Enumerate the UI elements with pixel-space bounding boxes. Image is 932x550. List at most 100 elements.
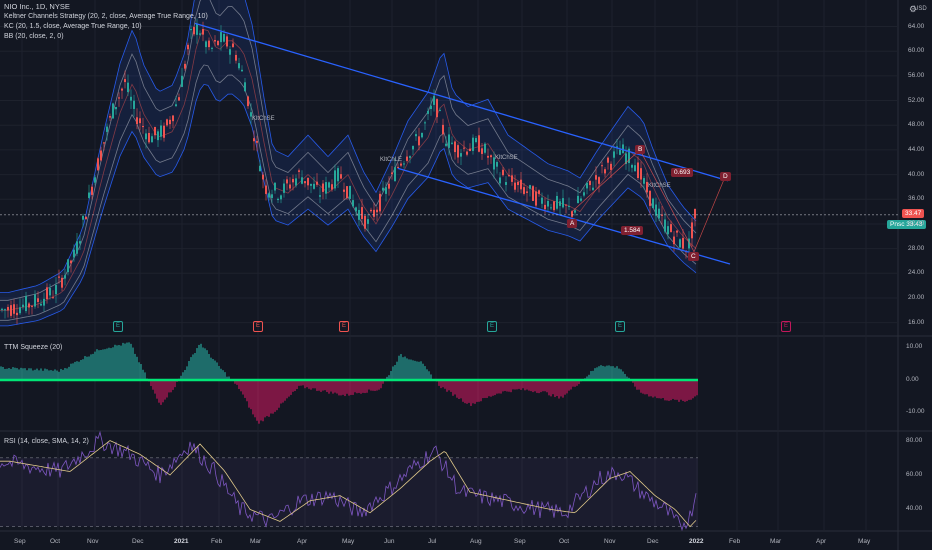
- candle-body: [40, 303, 42, 306]
- candle-body: [667, 226, 669, 235]
- candle-body: [535, 191, 537, 206]
- candle-body: [211, 47, 213, 49]
- price-tick-label: 48.00: [908, 121, 925, 129]
- bb-fill: [0, 0, 696, 326]
- candle-body: [76, 241, 78, 254]
- candle-body: [109, 116, 111, 118]
- candle-body: [181, 75, 183, 87]
- candle-body: [7, 307, 9, 311]
- time-tick-label: May: [342, 538, 355, 545]
- candle-body: [445, 143, 447, 146]
- candle-body: [532, 186, 534, 201]
- candle-body: [295, 178, 297, 186]
- candle-body: [670, 224, 672, 232]
- candle-body: [403, 163, 405, 165]
- price-tick-label: 60.00: [908, 47, 925, 55]
- candle-body: [22, 304, 24, 308]
- candle-body: [178, 97, 180, 101]
- candle-body: [115, 107, 117, 110]
- earnings-marker[interactable]: E: [487, 321, 497, 332]
- candle-body: [166, 119, 168, 126]
- time-tick-label: 2021: [174, 538, 189, 545]
- candle-body: [205, 41, 207, 48]
- candle-body: [343, 189, 345, 192]
- time-tick-label: Feb: [729, 538, 741, 545]
- candle-body: [409, 156, 411, 158]
- legend: NIO Inc., 1D, NYSE Keltner Channels Stra…: [4, 2, 208, 42]
- time-tick-label: Nov: [604, 538, 616, 545]
- candle-body: [691, 222, 693, 239]
- rsi-tick-label: 80.00: [906, 436, 923, 444]
- time-tick-label: Feb: [211, 538, 223, 545]
- candle-body: [397, 166, 399, 168]
- earnings-marker[interactable]: E: [253, 321, 263, 332]
- time-tick-label: Dec: [132, 538, 144, 545]
- earnings-marker[interactable]: E: [339, 321, 349, 332]
- price-tick-label: 36.00: [908, 195, 925, 203]
- candle-body: [568, 205, 570, 207]
- candle-body: [220, 32, 222, 43]
- candle-body: [349, 185, 351, 199]
- candle-body: [313, 183, 315, 189]
- candle-body: [142, 126, 144, 128]
- price-tick-label: 40.00: [908, 170, 925, 178]
- candle-body: [217, 40, 219, 46]
- time-tick-label: Jun: [384, 538, 395, 545]
- candle-body: [586, 182, 588, 189]
- candle-body: [322, 183, 324, 192]
- candle-body: [607, 157, 609, 163]
- candle-body: [679, 239, 681, 248]
- candle-body: [319, 195, 321, 197]
- candle-body: [4, 309, 6, 311]
- time-tick-label: Mar: [250, 538, 262, 545]
- candle-body: [415, 134, 417, 137]
- earnings-marker[interactable]: E: [781, 321, 791, 332]
- candle-body: [694, 208, 696, 219]
- rsi-line: [0, 430, 697, 532]
- candle-body: [229, 49, 231, 55]
- candle-body: [175, 104, 177, 107]
- candle-body: [1, 308, 3, 311]
- candle-body: [52, 297, 54, 299]
- candle-body: [574, 210, 576, 213]
- candle-body: [148, 132, 150, 143]
- candle-body: [79, 241, 81, 244]
- candle-body: [544, 204, 546, 210]
- candle-body: [94, 177, 96, 183]
- price-tick-label: 20.00: [908, 293, 925, 301]
- settings-gear-icon[interactable]: ⚙: [909, 4, 918, 14]
- candle-body: [301, 177, 303, 184]
- candle-body: [439, 110, 441, 112]
- time-tick-label: Aug: [470, 538, 482, 545]
- rsi-tick-label: 60.00: [906, 470, 923, 478]
- price-tick-label: 52.00: [908, 96, 925, 104]
- candle-body: [487, 155, 489, 158]
- candle-body: [631, 164, 633, 168]
- kc-signal-label: KltChSE: [648, 183, 671, 189]
- candle-body: [496, 162, 498, 167]
- candle-body: [151, 136, 153, 143]
- candle-body: [256, 140, 258, 143]
- candle-body: [325, 182, 327, 194]
- candle-body: [289, 184, 291, 189]
- candle-body: [247, 96, 249, 107]
- squeeze-title: TTM Squeeze (20): [4, 344, 63, 351]
- candle-body: [508, 175, 510, 177]
- candle-body: [277, 198, 279, 201]
- candle-body: [526, 191, 528, 193]
- candle-body: [136, 117, 138, 125]
- candle-body: [559, 201, 561, 206]
- symbol-tag: Pnsc 33.43: [887, 220, 926, 229]
- candle-body: [37, 298, 39, 303]
- earnings-marker[interactable]: E: [615, 321, 625, 332]
- time-tick-label: May: [858, 538, 871, 545]
- candle-body: [100, 150, 102, 161]
- candle-body: [394, 167, 396, 181]
- time-tick-label: Mar: [770, 538, 782, 545]
- earnings-marker[interactable]: E: [113, 321, 123, 332]
- candle-body: [307, 177, 309, 186]
- candle-body: [268, 193, 270, 198]
- time-tick-label: 2022: [689, 538, 704, 545]
- candle-body: [676, 230, 678, 233]
